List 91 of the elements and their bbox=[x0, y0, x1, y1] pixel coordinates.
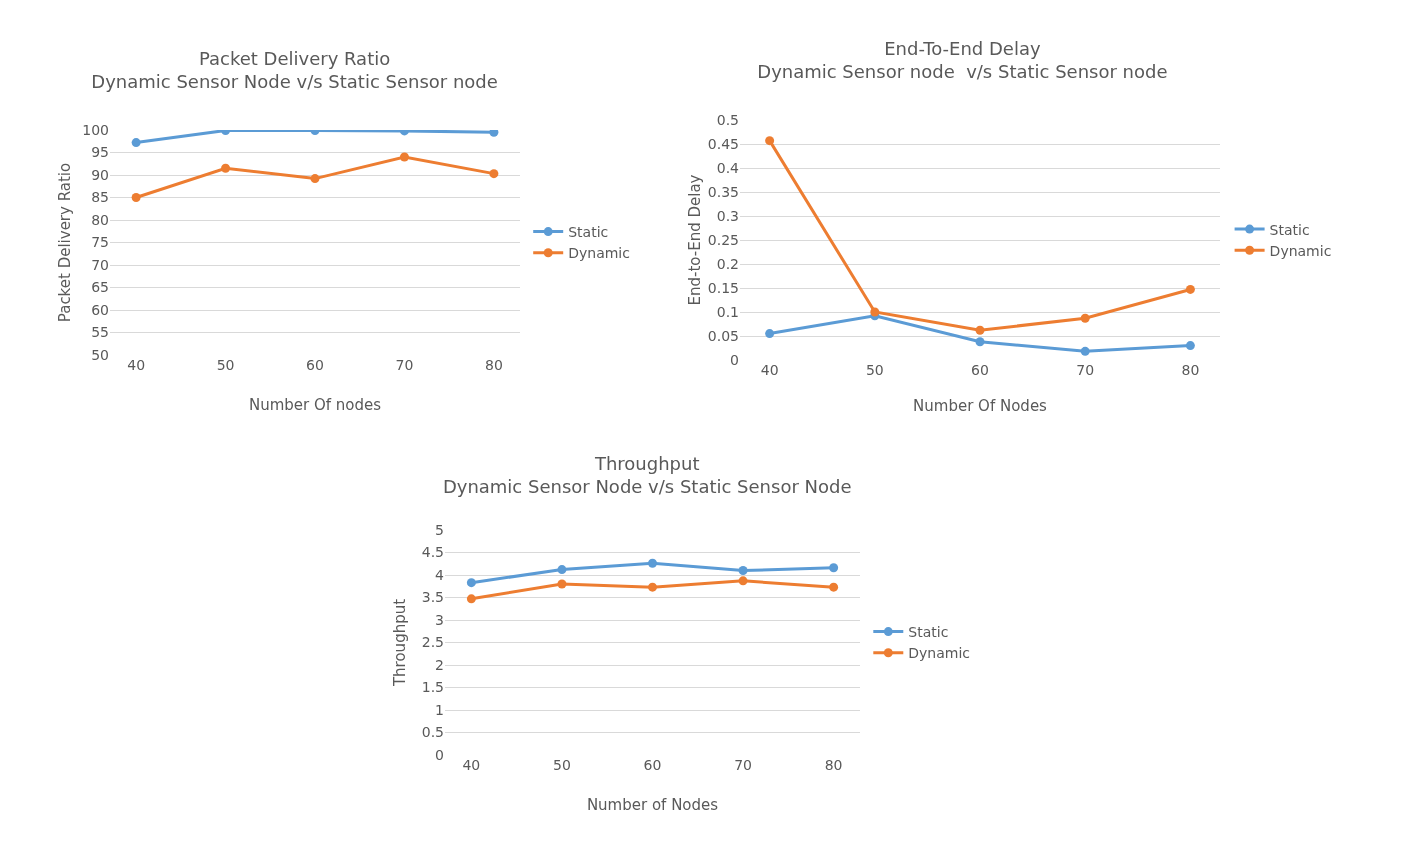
y-tick-label: 2.5 bbox=[421, 634, 444, 651]
point bbox=[1185, 284, 1195, 294]
chart-subtitle: Dynamic Sensor Node v/s Static Sensor node bbox=[91, 71, 498, 93]
point bbox=[131, 193, 141, 202]
x-tick-label: 70 bbox=[1076, 362, 1095, 378]
y-tick-label: 55 bbox=[91, 324, 109, 341]
x-tick-label: 60 bbox=[306, 357, 324, 373]
legend-label: Static bbox=[908, 624, 949, 641]
point bbox=[975, 337, 985, 347]
x-tick-label: 50 bbox=[216, 357, 235, 373]
y-axis-title: Packet Delivery Ratio bbox=[56, 162, 74, 323]
y-tick-label: 5 bbox=[435, 521, 444, 538]
x-tick-label: 40 bbox=[127, 357, 146, 373]
point bbox=[557, 565, 567, 575]
legend-label: Dynamic bbox=[568, 245, 630, 262]
y-tick-label: 1.5 bbox=[421, 679, 444, 696]
point bbox=[648, 582, 657, 592]
x-tick-label: 60 bbox=[971, 362, 989, 378]
point bbox=[489, 130, 499, 137]
point bbox=[489, 169, 499, 179]
y-tick-label: 2 bbox=[435, 656, 444, 673]
y-tick-label: 0.3 bbox=[716, 207, 739, 224]
point bbox=[870, 307, 880, 317]
x-axis-title: Number Of Nodes bbox=[913, 397, 1048, 415]
point bbox=[738, 566, 748, 575]
y-tick-label: 95 bbox=[91, 144, 109, 161]
point bbox=[738, 576, 748, 586]
y-tick-label: 4.5 bbox=[421, 544, 444, 561]
point bbox=[557, 579, 567, 589]
point bbox=[765, 136, 775, 146]
y-tick-label: 3.5 bbox=[421, 589, 444, 606]
y-tick-label: 80 bbox=[91, 211, 109, 228]
y-tick-label: 0.1 bbox=[716, 303, 739, 320]
y-tick-label: 0.4 bbox=[716, 159, 740, 176]
y-axis-title: End-to-End Delay bbox=[686, 174, 704, 306]
point bbox=[975, 325, 985, 335]
point bbox=[310, 174, 320, 184]
x-tick-label: 50 bbox=[553, 757, 571, 773]
y-tick-label: 0.25 bbox=[707, 231, 739, 248]
y-tick-label: 1 bbox=[435, 701, 444, 718]
x-tick-label: 80 bbox=[824, 757, 843, 773]
x-axis-title: Number of Nodes bbox=[586, 796, 719, 814]
y-tick-label: 0.05 bbox=[707, 327, 739, 344]
x-tick-label: 40 bbox=[760, 362, 779, 378]
legend-label: Static bbox=[568, 224, 609, 241]
point bbox=[648, 558, 657, 568]
point bbox=[765, 329, 775, 339]
point bbox=[399, 152, 409, 162]
y-tick-label: 0 bbox=[435, 746, 444, 763]
point bbox=[829, 563, 839, 573]
y-tick-label: 0 bbox=[730, 351, 739, 368]
y-tick-label: 0.2 bbox=[716, 255, 739, 272]
x-tick-label: 80 bbox=[484, 357, 503, 373]
y-tick-label: 4 bbox=[435, 566, 445, 583]
y-tick-label: 100 bbox=[82, 121, 109, 138]
y-tick-label: 90 bbox=[91, 166, 109, 183]
x-tick-label: 40 bbox=[462, 757, 481, 773]
y-tick-label: 0.15 bbox=[707, 279, 739, 296]
x-axis-title: Number Of nodes bbox=[248, 396, 382, 414]
x-tick-label: 70 bbox=[395, 357, 414, 373]
point bbox=[1185, 341, 1195, 351]
y-tick-label: 0.5 bbox=[716, 111, 739, 128]
x-tick-label: 60 bbox=[643, 757, 662, 773]
y-tick-label: 0.45 bbox=[707, 135, 739, 152]
point bbox=[131, 138, 141, 148]
x-tick-label: 70 bbox=[734, 757, 752, 773]
y-tick-label: 3 bbox=[435, 611, 444, 628]
y-tick-label: 60 bbox=[91, 301, 109, 318]
chart-subtitle: Dynamic Sensor Node v/s Static Sensor Node bbox=[442, 476, 852, 498]
x-tick-label: 50 bbox=[865, 362, 884, 378]
chart-title: End-To-End Delay bbox=[884, 38, 1041, 59]
legend-label: Static bbox=[1269, 221, 1310, 238]
y-tick-label: 65 bbox=[91, 279, 109, 296]
point bbox=[1080, 313, 1090, 323]
point bbox=[1080, 346, 1090, 356]
y-tick-label: 0.5 bbox=[421, 724, 444, 741]
point bbox=[221, 163, 231, 173]
x-tick-label: 80 bbox=[1181, 362, 1200, 378]
point bbox=[466, 578, 476, 588]
legend-label: Dynamic bbox=[908, 645, 971, 662]
y-tick-label: 0.35 bbox=[707, 183, 739, 200]
chart-subtitle: Dynamic Sensor node v/s Static Sensor node bbox=[757, 61, 1168, 83]
y-tick-label: 75 bbox=[91, 234, 109, 251]
y-tick-label: 70 bbox=[91, 256, 109, 273]
chart-title: Packet Delivery Ratio bbox=[198, 48, 391, 69]
y-tick-label: 85 bbox=[91, 189, 109, 206]
point bbox=[466, 594, 476, 604]
y-axis-title: Throughput bbox=[391, 598, 409, 688]
point bbox=[829, 582, 839, 592]
legend-label: Dynamic bbox=[1269, 242, 1332, 259]
chart-title: Throughput bbox=[593, 453, 700, 474]
